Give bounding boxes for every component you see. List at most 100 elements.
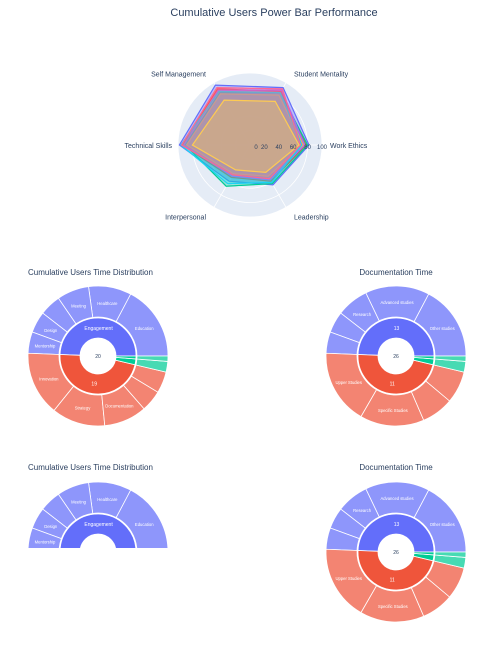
radar-axis-label: Technical Skills — [125, 143, 173, 150]
radar-axis-label: Work Ethics — [330, 143, 368, 150]
sunburst-outer-segment — [54, 582, 105, 622]
sunburst-outer-segment — [27, 331, 62, 355]
sunburst-inner-segment — [357, 317, 435, 357]
sunburst-outer-label: Healthcare — [97, 497, 118, 502]
sunburst-outer-segment — [410, 576, 451, 617]
sunburst-outer-segment — [102, 581, 144, 621]
sunburst-outer-label: Mentorship — [35, 540, 56, 545]
sunburst-title-right-bottom: Documentation Time — [359, 463, 433, 472]
sunburst-outer-segment — [42, 297, 77, 333]
sunburst-inner-segment — [413, 551, 435, 556]
sunburst-outer-segment — [57, 286, 94, 325]
sunburst-outer-label: Documentation — [105, 600, 134, 605]
sunburst-outer-segment — [135, 358, 169, 373]
sunburst-inner-segment — [59, 354, 136, 395]
sunburst-title-left-bottom: Cumulative Users Time Distribution — [28, 463, 153, 472]
sunburst-inner-segment — [413, 355, 435, 360]
sunburst-inner-segment — [357, 354, 434, 395]
sunburst-inner-label: 19 — [91, 578, 97, 584]
sunburst-right-top: 13 11 Other studies Advanced studies Researc… — [325, 285, 467, 427]
sunburst-outer-segment — [433, 358, 467, 373]
sunburst-outer-segment — [325, 331, 360, 355]
radar-axis-label: Leadership — [294, 214, 329, 221]
sunburst-center-label: 20 — [95, 354, 101, 360]
sunburst-outer-label: Documentation — [105, 404, 134, 409]
sunburst-center — [81, 339, 115, 373]
sunburst-outer-label: Research — [353, 508, 372, 513]
radar-tick-label: 80 — [304, 145, 311, 151]
sunburst-outer-label: Innovation — [39, 572, 59, 577]
sunburst-outer-segment — [329, 508, 366, 540]
sunburst-outer-segment — [131, 561, 166, 588]
sunburst-outer-label: Upper Studies — [335, 576, 362, 581]
sunburst-center — [379, 535, 413, 569]
sunburst-outer-segment — [325, 527, 360, 551]
radar-series-4 — [185, 93, 305, 177]
sunburst-inner-segment — [116, 553, 136, 560]
sunburst-right-bottom: 13 11 Other studies Advanced studies Researc… — [325, 481, 467, 623]
sunburst-outer-label: Mentorship — [35, 344, 56, 349]
sunburst-title-right-top: Documentation Time — [359, 268, 433, 277]
sunburst-outer-segment — [325, 548, 378, 614]
sunburst-inner-label: Engagement — [84, 326, 113, 332]
sunburst-inner-segment — [116, 552, 136, 555]
sunburst-outer-label: Upper Studies — [335, 380, 362, 385]
sunburst-center-label: 26 — [393, 354, 399, 360]
sunburst-outer-segment — [434, 551, 467, 558]
sunburst-left-bottom: Engagement 19 Education Healthcare Meeting De… — [27, 481, 169, 622]
sunburst-outer-label: Other studies — [430, 522, 455, 527]
sunburst-title-left-top: Cumulative Users Time Distribution — [28, 268, 153, 277]
sunburst-outer-segment — [124, 572, 158, 605]
sunburst-outer-label: Healthcare — [97, 301, 118, 306]
main-title: Cumulative Users Power Bar Performance — [170, 7, 377, 19]
radar-tick-label: 100 — [317, 145, 328, 151]
sunburst-outer-label: Education — [135, 522, 154, 527]
sunburst-outer-label: Other studies — [430, 326, 455, 331]
sunburst-inner-label: Engagement — [84, 522, 113, 528]
sunburst-outer-label: Meeting — [71, 304, 87, 309]
sunburst-outer-segment — [31, 508, 68, 540]
radar-tick-label: 0 — [254, 145, 258, 151]
sunburst-outer-segment — [115, 489, 169, 548]
sunburst-outer-segment — [27, 527, 62, 548]
sunburst-outer-segment — [360, 389, 425, 427]
sunburst-inner-label: 19 — [91, 382, 97, 388]
sunburst-outer-segment — [130, 364, 167, 393]
sunburst-left-top: Engagement 19 Education Healthcare Meeting De… — [27, 285, 169, 427]
sunburst-center-label: 26 — [393, 550, 399, 556]
sunburst-outer-segment — [28, 549, 74, 606]
sunburst-outer-segment — [57, 482, 94, 521]
sunburst-outer-label: Education — [135, 326, 154, 331]
sunburst-outer-segment — [340, 292, 380, 333]
sunburst-inner-segment — [357, 513, 435, 553]
radar-tick-label: 60 — [290, 145, 297, 151]
sunburst-outer-label: Research — [353, 312, 372, 317]
sunburst-outer-segment — [53, 385, 106, 427]
sunburst-outer-segment — [433, 554, 467, 569]
sunburst-outer-segment — [425, 364, 465, 402]
sunburst-outer-label: Meeting — [71, 500, 87, 505]
sunburst-inner-segment — [59, 513, 137, 548]
sunburst-outer-label: Specific Studies — [378, 604, 408, 609]
sunburst-outer-label: Design — [44, 524, 58, 529]
sunburst-outer-segment — [365, 285, 430, 323]
sunburst-outer-segment — [101, 384, 145, 427]
radar-tick-label: 20 — [261, 145, 268, 151]
sunburst-outer-segment — [27, 352, 75, 412]
sunburst-outer-segment — [123, 375, 159, 410]
radar-chart: 0 20 40 60 80 100 Work Ethics Student Mentality… — [125, 72, 368, 222]
sunburst-outer-segment — [360, 585, 425, 623]
sunburst-inner-label: 13 — [394, 326, 400, 332]
sunburst-outer-segment — [425, 560, 465, 598]
radar-axis-label: Self Management — [151, 72, 206, 79]
sunburst-outer-segment — [42, 493, 77, 529]
sunburst-outer-segment — [136, 555, 168, 568]
radar-axis-label: Student Mentality — [294, 72, 349, 79]
sunburst-inner-segment — [115, 355, 137, 360]
sunburst-outer-segment — [136, 355, 169, 362]
sunburst-outer-segment — [340, 488, 380, 529]
sunburst-outer-label: Advanced studies — [381, 496, 414, 501]
sunburst-outer-segment — [88, 481, 132, 519]
radar-tick-label: 40 — [275, 145, 282, 151]
